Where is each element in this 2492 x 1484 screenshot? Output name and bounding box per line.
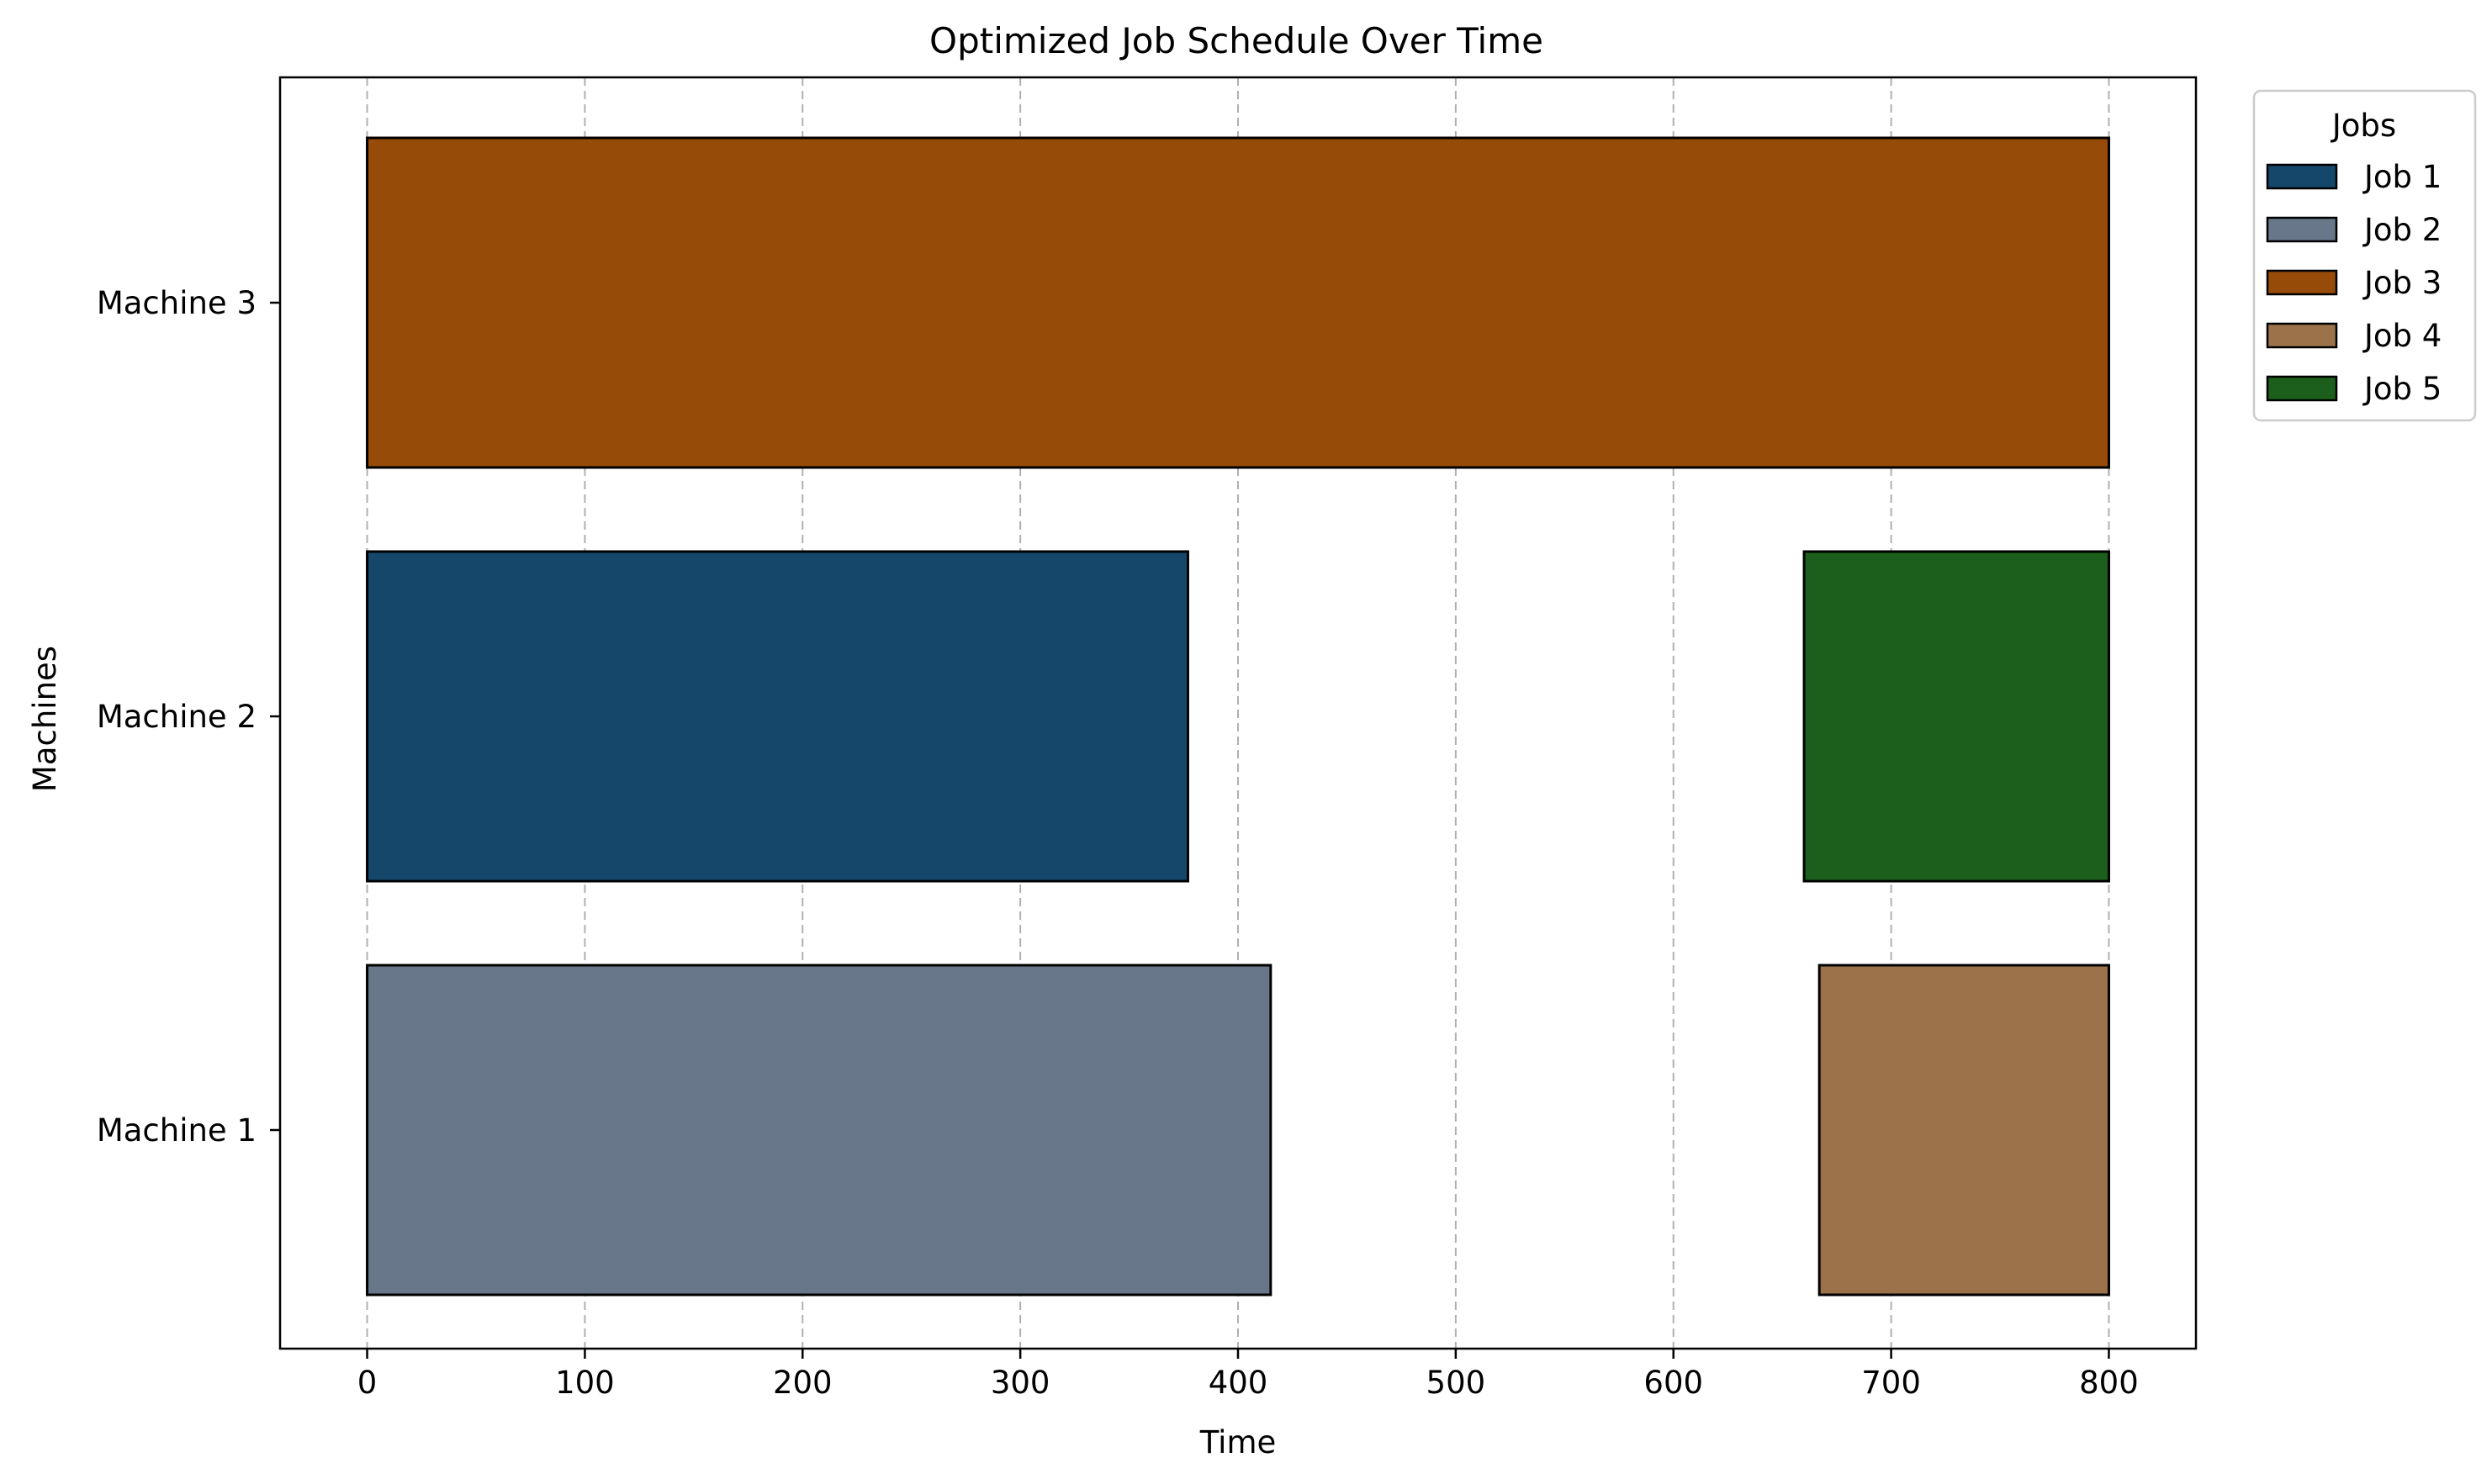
task-bars — [366, 136, 2110, 1297]
y-tick-label-2: Machine 3 — [97, 285, 257, 321]
bar-job-3-machine-3 — [366, 136, 2110, 469]
bar-job-5-machine-2 — [1802, 550, 2110, 883]
x-tick-label-2: 200 — [773, 1365, 833, 1401]
legend-label-5: Job 5 — [2362, 371, 2442, 407]
legend-label-1: Job 1 — [2362, 159, 2442, 195]
legend-label-3: Job 3 — [2362, 265, 2442, 301]
bar-job-1-machine-2 — [366, 550, 1189, 883]
x-tick-label-5: 500 — [1426, 1365, 1486, 1401]
bar-job-4-machine-1 — [1817, 964, 2110, 1297]
y-axis-ticks: Machine 1 Machine 2 Machine 3 — [97, 285, 280, 1149]
legend-swatch-2 — [2266, 216, 2338, 243]
legend-swatch-5 — [2266, 375, 2338, 402]
y-tick-label-1: Machine 2 — [97, 699, 257, 735]
x-tick-label-6: 600 — [1643, 1365, 1703, 1401]
x-tick-label-3: 300 — [991, 1365, 1050, 1401]
x-tick-label-7: 700 — [1861, 1365, 1921, 1401]
x-axis-ticks: 0 100 200 300 400 500 600 700 800 — [357, 1349, 2139, 1401]
legend-title: Jobs — [2331, 108, 2396, 144]
legend-swatch-4 — [2266, 322, 2338, 349]
legend-label-4: Job 4 — [2362, 318, 2442, 354]
legend-label-2: Job 2 — [2362, 212, 2442, 248]
x-tick-label-0: 0 — [357, 1365, 378, 1401]
y-axis-label: Machines — [27, 646, 63, 792]
x-axis-label: Time — [1199, 1424, 1277, 1460]
x-tick-label-8: 800 — [2079, 1365, 2139, 1401]
x-tick-label-4: 400 — [1209, 1365, 1268, 1401]
chart-title: Optimized Job Schedule Over Time — [929, 20, 1543, 61]
legend: Jobs Job 1 Job 2 Job 3 Job 4 Job 5 — [2252, 89, 2477, 422]
bar-job-2-machine-1 — [366, 964, 1272, 1297]
legend-items: Job 1 Job 2 Job 3 Job 4 Job 5 — [2266, 159, 2442, 407]
legend-swatch-1 — [2266, 163, 2338, 190]
legend-swatch-3 — [2266, 269, 2338, 296]
y-tick-label-0: Machine 1 — [97, 1112, 257, 1149]
x-tick-label-1: 100 — [555, 1365, 615, 1401]
